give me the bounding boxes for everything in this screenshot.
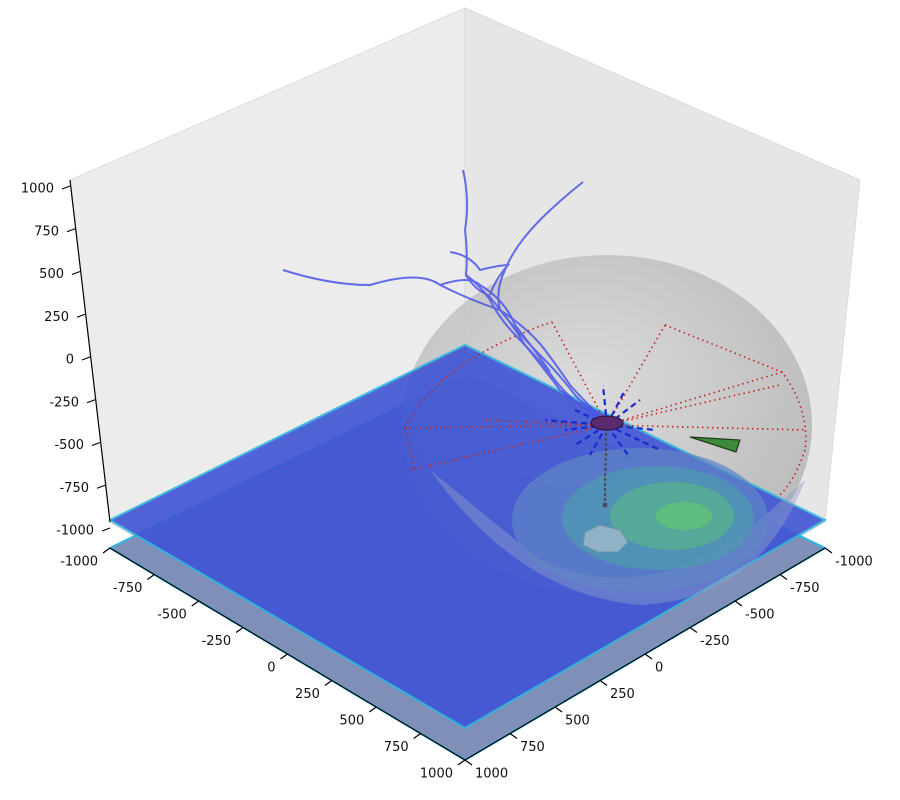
y-tick-label: -250 (700, 634, 730, 649)
z-tick (101, 527, 111, 532)
z-tick-label: -250 (49, 395, 79, 410)
x-tick (368, 706, 377, 713)
x-tick (413, 733, 421, 739)
z-tick-label: -500 (54, 438, 84, 453)
z-tick-label: -750 (59, 481, 89, 496)
x-tick (324, 680, 333, 686)
x-tick-label: -1000 (60, 555, 98, 570)
y-tick (689, 627, 698, 633)
x-tick-label: 250 (295, 687, 320, 702)
x-tick-label: -500 (157, 608, 187, 623)
y-tick (824, 547, 833, 554)
upper-plane (107, 343, 828, 730)
y-tick (644, 653, 653, 660)
z-tick (71, 270, 81, 276)
y-tick-label: 1000 (475, 767, 508, 782)
y-tick (779, 574, 788, 580)
z-tick-label: 1000 (21, 182, 54, 197)
x-tick (280, 653, 288, 660)
x-tick-label: 500 (339, 714, 364, 729)
z-tick-label: 0 (66, 353, 74, 368)
x-tick (235, 627, 244, 633)
y-tick (554, 706, 563, 713)
x-tick (147, 574, 155, 580)
x-tick-label: 1000 (420, 767, 453, 782)
y-tick-label: 750 (520, 740, 545, 755)
x-tick-label: 0 (267, 661, 275, 676)
y-tick-label: -750 (790, 581, 820, 596)
soma-body (590, 415, 624, 431)
y-tick (734, 600, 743, 607)
z-tick-label: 500 (39, 267, 64, 282)
y-tick-label: 0 (655, 661, 663, 676)
x-tick (102, 547, 111, 554)
z-tick (81, 356, 91, 361)
z-tick-label: 750 (34, 224, 59, 239)
x-tick-label: -750 (113, 581, 143, 596)
z-tick (96, 484, 106, 489)
z-tick-label: 250 (44, 310, 69, 325)
z-tick (76, 313, 86, 318)
x-tick-label: 750 (384, 740, 409, 755)
x-tick (457, 759, 466, 766)
x-tick-label: -250 (202, 634, 232, 649)
density-rings (512, 448, 768, 592)
z-tick (66, 228, 76, 233)
x-axis: -1000 -750 -500 -250 0 250 500 750 1000 (60, 547, 466, 782)
y-tick (599, 680, 608, 686)
y-tick-label: -500 (745, 608, 775, 623)
z-tick-label: -1000 (56, 524, 94, 539)
z-tick (86, 399, 96, 404)
z-tick (91, 441, 101, 447)
z-tick (61, 185, 71, 190)
y-axis: -1000 -750 -500 -250 0 250 500 750 1000 (464, 547, 873, 782)
z-axis: -1000 -750 -500 -250 0 250 500 750 1000 (21, 179, 111, 539)
x-tick (191, 600, 200, 607)
y-tick (464, 759, 473, 766)
y-tick-label: 250 (610, 687, 635, 702)
y-tick (509, 733, 518, 739)
soma-projection (582, 524, 629, 553)
neuron-traces (282, 169, 606, 423)
y-tick-label: -1000 (835, 555, 873, 570)
green-cone (689, 436, 741, 453)
y-tick-label: 500 (565, 714, 590, 729)
